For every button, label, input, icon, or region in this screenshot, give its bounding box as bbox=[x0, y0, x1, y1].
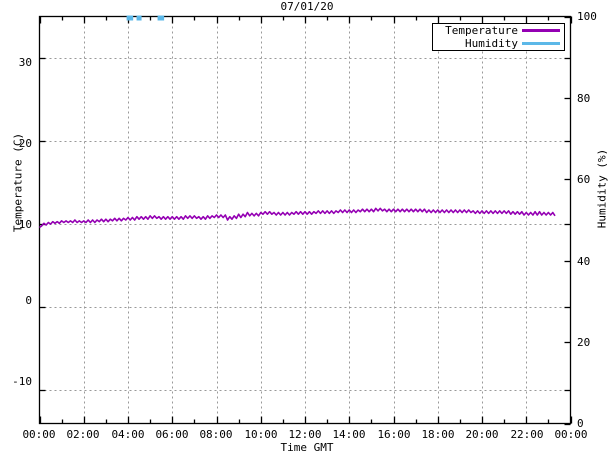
x-axis-label: Time GMT bbox=[280, 441, 334, 454]
y-tick-label-left-3: 0 bbox=[25, 294, 32, 307]
x-tick-label-3: 06:00 bbox=[155, 428, 189, 441]
legend-label-temperature: Temperature bbox=[445, 24, 518, 37]
x-tick-label-4: 08:00 bbox=[199, 428, 233, 441]
x-tick-label-9: 18:00 bbox=[421, 428, 455, 441]
temperature-series-line bbox=[39, 207, 556, 229]
y-tick-label-right-4: 20 bbox=[577, 336, 591, 349]
humidity-data-point bbox=[128, 15, 134, 21]
x-tick-label-11: 22:00 bbox=[510, 428, 544, 441]
legend-label-humidity: Humidity bbox=[465, 37, 518, 50]
x-tick-label-6: 12:00 bbox=[288, 428, 322, 441]
x-tick-label-8: 16:00 bbox=[377, 428, 411, 441]
plot-frame bbox=[38, 15, 572, 425]
axis-ticks bbox=[39, 16, 573, 426]
humidity-data-point bbox=[159, 15, 165, 21]
legend-swatch-humidity bbox=[522, 42, 560, 45]
y-tick-label-left-0: 30 bbox=[18, 56, 32, 69]
x-tick-label-10: 20:00 bbox=[465, 428, 499, 441]
y-tick-label-left-4: -10 bbox=[12, 375, 32, 388]
x-tick-label-12: 00:00 bbox=[554, 428, 588, 441]
data-series-layer bbox=[39, 15, 556, 229]
legend-swatch-temperature bbox=[522, 29, 560, 32]
y-tick-label-left-1: 20 bbox=[18, 137, 32, 150]
x-tick-label-1: 02:00 bbox=[66, 428, 100, 441]
x-tick-label-2: 04:00 bbox=[111, 428, 145, 441]
y-tick-label-right-0: 100 bbox=[577, 10, 597, 23]
x-tick-label-0: 00:00 bbox=[22, 428, 56, 441]
y-tick-label-left-2: 10 bbox=[18, 218, 32, 231]
legend-item-temperature: Temperature bbox=[433, 24, 566, 37]
y-tick-label-right-1: 80 bbox=[577, 92, 591, 105]
y-tick-label-right-2: 60 bbox=[577, 173, 591, 186]
y-tick-label-right-5: 0 bbox=[577, 417, 584, 430]
chart-title: 07/01/20 bbox=[280, 0, 334, 13]
x-tick-label-7: 14:00 bbox=[332, 428, 366, 441]
y-tick-label-right-3: 40 bbox=[577, 255, 591, 268]
legend: Temperature Humidity bbox=[432, 23, 565, 51]
x-tick-label-5: 10:00 bbox=[244, 428, 278, 441]
humidity-data-point bbox=[136, 15, 142, 21]
gridlines bbox=[39, 16, 571, 424]
legend-item-humidity: Humidity bbox=[433, 37, 566, 50]
